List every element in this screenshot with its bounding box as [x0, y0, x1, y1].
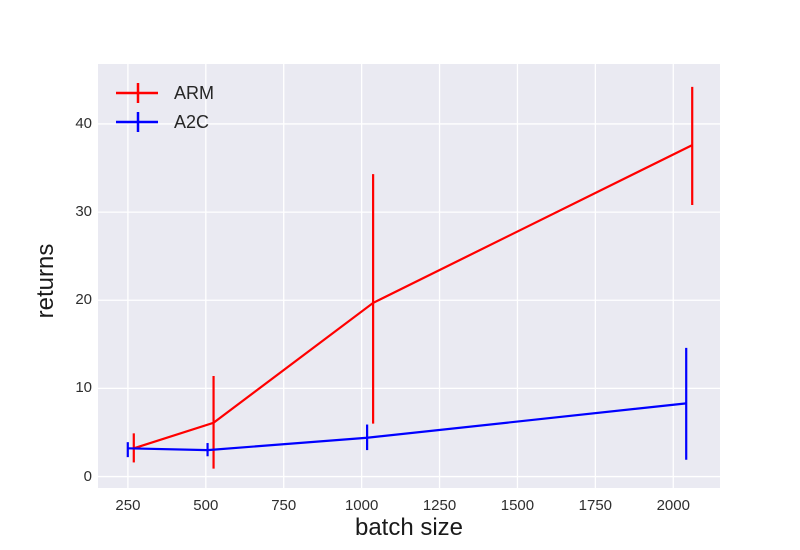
series-line-arm [133, 144, 693, 450]
x-tick-label: 1250 [422, 497, 457, 514]
axes-background [98, 64, 720, 488]
legend-label-arm: ARM [174, 82, 214, 103]
x-tick-label: 2000 [656, 497, 690, 514]
x-tick-label: 250 [115, 497, 141, 514]
legend-item-a2c: A2C [114, 107, 214, 136]
x-tick-label: 1000 [344, 497, 379, 514]
y-tick-label: 20 [75, 291, 92, 309]
legend-label-a2c: A2C [174, 111, 210, 132]
y-tick-label: 10 [75, 379, 92, 397]
x-axis-label: batch size [354, 514, 464, 541]
y-axis-label: returns [32, 243, 59, 319]
legend: ARM A2C [114, 78, 214, 136]
x-tick-label: 750 [271, 497, 297, 514]
x-tick-label: 500 [193, 497, 219, 514]
y-tick-label: 30 [75, 203, 92, 221]
errorbar-symbol-icon [116, 111, 158, 132]
y-tick-label: 0 [83, 467, 92, 485]
y-tick-label: 40 [75, 114, 92, 132]
x-tick-label: 1750 [578, 497, 613, 514]
errorbar-symbol-icon [116, 82, 158, 103]
series-line-a2c [127, 402, 687, 452]
legend-item-arm: ARM [114, 78, 214, 107]
x-tick-label: 1500 [500, 497, 535, 514]
